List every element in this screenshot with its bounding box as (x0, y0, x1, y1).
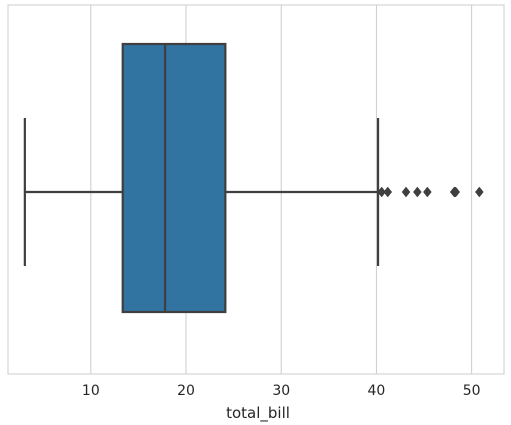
x-axis-label: total_bill (226, 404, 290, 423)
x-tick-label-10: 10 (82, 383, 100, 399)
outlier-point-0 (377, 186, 386, 198)
box-iqr (121, 42, 227, 314)
outlier-point-4 (423, 186, 432, 198)
outlier-point-8 (475, 186, 484, 198)
outlier-point-1 (383, 186, 393, 198)
outlier-point-7 (451, 186, 461, 198)
x-tick-label-20: 20 (177, 383, 195, 399)
outlier-point-2 (401, 186, 411, 198)
x-tick-label-50: 50 (463, 383, 481, 399)
outlier-point-3 (413, 186, 422, 198)
plot-area: 10 20 30 40 50 (7, 4, 505, 399)
x-tick-label-30: 30 (272, 383, 290, 399)
plot-frame (7, 4, 505, 375)
x-tick-label-40: 40 (368, 383, 386, 399)
